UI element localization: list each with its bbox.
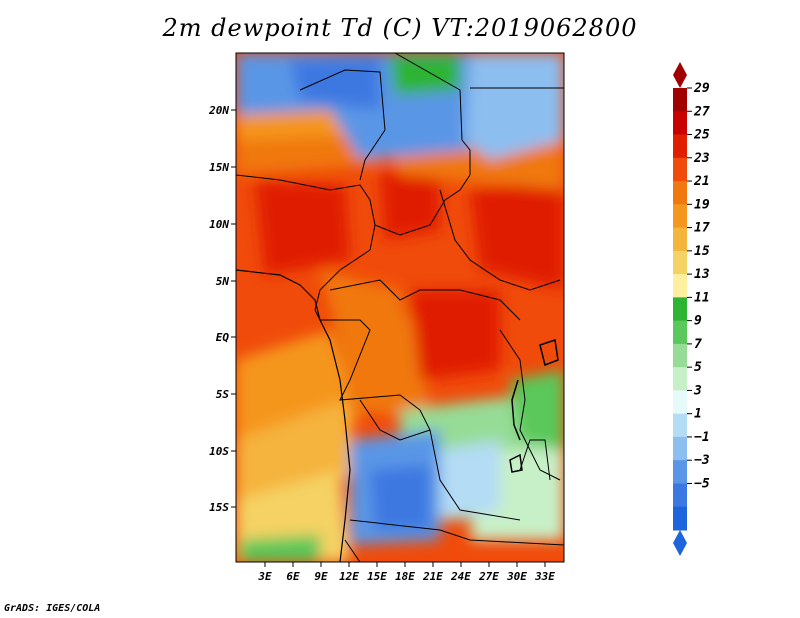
- colorbar-segment: [673, 320, 687, 345]
- colorbar-segment: [673, 250, 687, 275]
- colorbar-label: −1: [694, 430, 710, 445]
- map-frame: [235, 52, 565, 563]
- colorbar-bottom-arrow: [673, 530, 687, 556]
- lon-label-9e: 9E: [314, 570, 328, 583]
- colorbar-label: 3: [693, 383, 702, 398]
- colorbar-segment: [673, 343, 687, 368]
- colorbar: 29 27 25 23 21 19 17 15 13 11 9 7 5 3 1 −1 −3 −5: [673, 62, 710, 556]
- colorbar-label: −3: [694, 453, 710, 468]
- lon-label-24e: 24E: [450, 570, 471, 583]
- colorbar-segment: [673, 390, 687, 415]
- lon-label-33e: 33E: [534, 570, 555, 583]
- colorbar-segment: [673, 157, 687, 182]
- colorbar-segment: [673, 227, 687, 252]
- lon-label-3e: 3E: [257, 570, 272, 583]
- latitude-axis: 20N 15N 10N 5N EQ 5S 10S 15S: [208, 104, 236, 514]
- colorbar-segment: [673, 483, 687, 508]
- colorbar-segment: [673, 274, 687, 298]
- colorbar-segment: [673, 297, 687, 322]
- lat-label-eq: EQ: [216, 331, 230, 344]
- colorbar-label: 25: [693, 128, 710, 143]
- lat-label-20n: 20N: [208, 104, 229, 117]
- colorbar-segment: [673, 367, 687, 391]
- colorbar-label: 15: [694, 244, 710, 259]
- colorbar-segment: [673, 413, 687, 438]
- colorbar-segment: [673, 111, 687, 136]
- colorbar-label: 29: [693, 81, 710, 96]
- colorbar-segment: [673, 204, 687, 229]
- lon-label-18e: 18E: [395, 570, 415, 583]
- lat-label-15n: 15N: [209, 161, 229, 174]
- longitude-axis: 3E 6E 9E 12E 15E 18E 21E 24E 27E 30E 33E: [257, 562, 555, 583]
- lon-label-27e: 27E: [478, 570, 499, 583]
- colorbar-segment: [673, 134, 687, 159]
- colorbar-label: 13: [694, 267, 710, 282]
- lon-label-21e: 21E: [422, 570, 443, 583]
- colorbar-segment: [673, 88, 687, 112]
- colorbar-segment: [673, 181, 687, 205]
- colorbar-label: 1: [694, 407, 702, 422]
- colorbar-segment: [673, 436, 687, 461]
- colorbar-segments: [673, 88, 687, 531]
- lat-label-10s: 10S: [209, 445, 229, 458]
- colorbar-label: 11: [694, 290, 710, 305]
- colorbar-label: −5: [694, 476, 710, 491]
- grads-footer: GrADS: IGES/COLA: [4, 603, 101, 614]
- colorbar-label: 23: [693, 151, 710, 166]
- colorbar-ticks: 29 27 25 23 21 19 17 15 13 11 9 7 5 3 1 −1 −3 −5: [687, 81, 710, 491]
- lon-label-15e: 15E: [367, 570, 387, 583]
- colorbar-segment: [673, 460, 687, 484]
- lat-label-10n: 10N: [209, 218, 229, 231]
- colorbar-label: 27: [693, 104, 710, 119]
- map-title: 2m dewpoint Td (C) VT:2019062800: [162, 14, 638, 42]
- colorbar-label: 9: [694, 314, 702, 329]
- lat-label-5n: 5N: [216, 275, 230, 288]
- lon-label-12e: 12E: [339, 570, 359, 583]
- colorbar-label: 21: [693, 174, 710, 189]
- lat-label-5s: 5S: [216, 388, 230, 401]
- colorbar-label: 5: [694, 360, 702, 375]
- lat-label-15s: 15S: [209, 501, 229, 514]
- colorbar-segment: [673, 506, 687, 531]
- colorbar-top-arrow: [673, 62, 687, 88]
- colorbar-label: 17: [694, 221, 710, 236]
- lon-label-30e: 30E: [506, 570, 527, 583]
- colorbar-label: 7: [694, 337, 702, 352]
- lon-label-6e: 6E: [286, 570, 300, 583]
- dewpoint-field: [236, 53, 564, 562]
- colorbar-label: 19: [694, 197, 710, 212]
